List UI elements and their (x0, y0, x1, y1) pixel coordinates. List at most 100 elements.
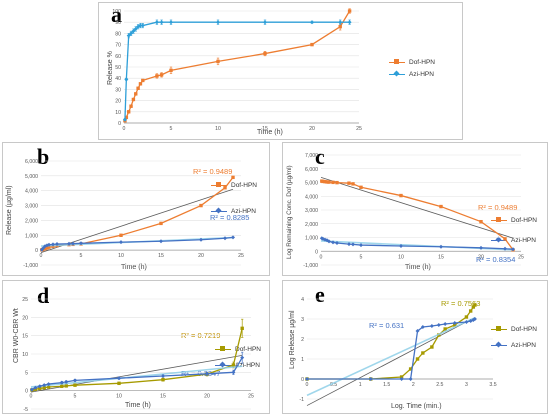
chart-group: -1 0 1 2 3 4 0 0.5 1 1.5 2 2.5 3 3.5 (299, 297, 497, 406)
data-point (223, 186, 227, 190)
data-point (399, 377, 404, 381)
data-point (231, 370, 236, 375)
trendline (306, 316, 476, 397)
legend: Dof-HPN Azi-HPN (215, 343, 261, 371)
data-point (321, 179, 325, 184)
x-tick-label: 0 (306, 382, 309, 388)
panel-d: d CBR W0-CBR Wt Time (h) R² = 0.7219 R² … (2, 280, 270, 414)
data-point (119, 233, 123, 237)
x-tick-label: 1 (359, 382, 362, 388)
data-point (511, 247, 515, 252)
x-tick-label: 15 (262, 126, 268, 132)
legend-item: Azi-HPN (215, 359, 261, 371)
y-tick-label: 0 (35, 248, 38, 254)
plot-area-a: 0 10 20 30 40 50 60 70 80 90 100 0 5 10 15 20 25 (112, 8, 362, 132)
data-point (154, 20, 159, 25)
data-point (453, 323, 457, 327)
y-tick-label: 0 (118, 121, 121, 127)
data-point (199, 237, 203, 242)
panel-label-c: c (315, 144, 325, 169)
y-tick-label: 70 (115, 43, 121, 49)
data-point (37, 384, 42, 389)
data-point (73, 383, 77, 387)
legend-label: Azi-HPN (231, 207, 256, 215)
data-point (439, 244, 443, 249)
data-point (129, 104, 133, 108)
data-point (161, 377, 165, 382)
x-axis-label: Time (h) (257, 129, 283, 136)
data-point (138, 23, 143, 28)
data-point (338, 20, 343, 25)
series-line (307, 318, 476, 380)
panel-label-e: e (315, 282, 325, 307)
data-point (124, 115, 129, 120)
legend-label: Dof-HPN (235, 345, 262, 353)
data-point (331, 240, 335, 245)
data-point (399, 193, 403, 198)
trendline (306, 317, 476, 406)
data-point (473, 303, 477, 307)
r-squared-dof: R² = 0.9489 (478, 203, 518, 212)
series-line (31, 328, 243, 391)
data-point (263, 20, 267, 25)
data-point (436, 323, 441, 327)
x-tick-label: 25 (518, 254, 524, 260)
data-point (503, 246, 507, 251)
data-point (231, 235, 235, 240)
data-point (420, 325, 425, 329)
data-point (169, 20, 173, 25)
data-point (136, 24, 141, 29)
data-point (129, 31, 134, 36)
data-point (33, 385, 38, 390)
y-tick-label: 25 (22, 297, 28, 303)
data-point (335, 180, 339, 185)
data-point (327, 180, 331, 184)
data-point (64, 379, 69, 384)
data-point (134, 92, 138, 96)
y-tick-label: 2,000 (25, 218, 38, 224)
x-axis-label: Time (h) (405, 264, 431, 271)
y-tick-label: 10 (22, 352, 28, 358)
y-tick-label: 0 (301, 377, 304, 383)
x-tick-label: 20 (478, 254, 484, 260)
data-point (216, 59, 220, 64)
y-tick-label: 6,000 (305, 167, 318, 173)
y-tick-label: 1 (301, 357, 304, 363)
y-tick-label: 1,000 (305, 236, 318, 242)
panel-e: e Log Release µg/ml Log. Time (min.) R² … (282, 280, 548, 414)
data-point (42, 386, 46, 390)
x-tick-label: 0 (123, 126, 126, 132)
data-point (159, 73, 164, 77)
data-point (351, 182, 355, 186)
data-point (347, 9, 352, 13)
x-tick-label: 10 (118, 253, 124, 259)
x-tick-label: 2.5 (436, 382, 443, 388)
x-tick-label: 1.5 (383, 382, 390, 388)
x-tick-label: 10 (398, 254, 404, 260)
data-point (305, 377, 309, 381)
x-tick-label: 25 (238, 253, 244, 259)
data-point (240, 355, 245, 360)
data-point (122, 117, 127, 122)
data-point (155, 74, 159, 78)
data-point (140, 23, 145, 28)
y-tick-label: 60 (115, 54, 121, 60)
y-tick-label: 3,000 (305, 208, 318, 214)
x-tick-label: 5 (170, 126, 173, 132)
data-point (46, 382, 51, 387)
data-point (47, 245, 51, 249)
legend-label: Dof-HPN (231, 181, 258, 189)
legend-item: Dof-HPN (215, 343, 261, 355)
data-point (161, 374, 165, 378)
data-point (205, 371, 209, 376)
y-tick-label: 3,000 (25, 204, 38, 210)
data-point (310, 42, 314, 47)
chart-group: -5 0 5 10 15 20 25 0 5 10 15 20 25 (22, 297, 254, 413)
r-squared-dof: R² = 0.9489 (193, 167, 233, 176)
x-tick-label: 10 (116, 394, 122, 400)
x-tick-label: 15 (158, 253, 164, 259)
chart-group: -1,00001,0002,0003,0004,0005,0006,0007,0… (303, 153, 524, 269)
x-tick-label: 0 (40, 253, 43, 259)
data-point (216, 20, 220, 25)
data-point (79, 241, 83, 246)
